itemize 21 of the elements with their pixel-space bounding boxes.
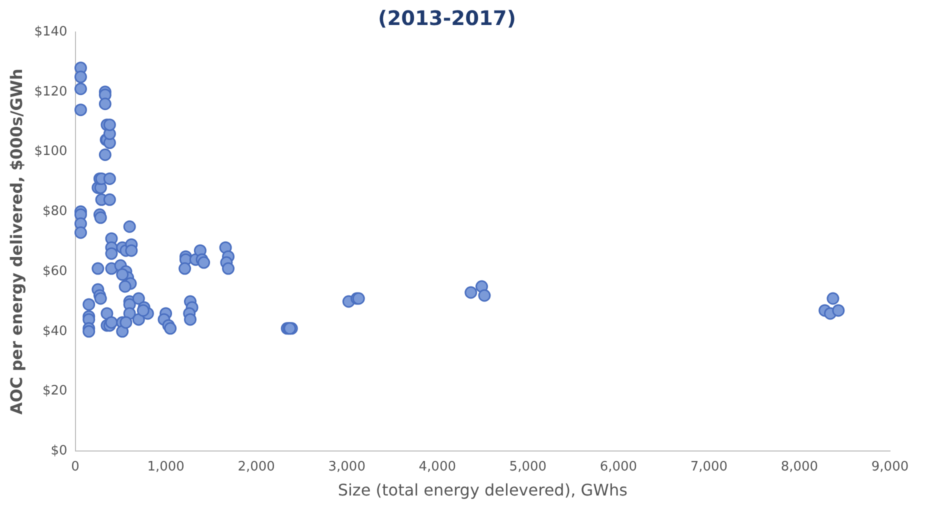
x-tick-label: 2,000 xyxy=(238,459,275,474)
x-tick-label: 4,000 xyxy=(418,459,456,474)
x-tick-label: 5,000 xyxy=(509,459,547,474)
y-axis-title: AOC per energy delivered, $000s/GWh xyxy=(6,68,26,415)
y-tick-label: $80 xyxy=(42,204,68,220)
x-tick-label: 8,000 xyxy=(780,459,818,474)
chart-title: (2013-2017) xyxy=(378,6,516,30)
y-tick-label: $120 xyxy=(34,84,68,100)
x-tick-label: 1,000 xyxy=(147,459,184,474)
y-tick-label: $40 xyxy=(42,324,68,339)
x-tick-label: 6,000 xyxy=(600,459,638,474)
x-tick-label: 3,000 xyxy=(328,459,366,474)
x-tick-label: 0 xyxy=(71,459,80,474)
y-tick-label: $60 xyxy=(42,264,68,279)
x-tick-label: 7,000 xyxy=(690,459,728,474)
y-tick-label: $0 xyxy=(50,444,68,459)
y-tick-label: $140 xyxy=(34,24,68,40)
x-tick-label: 9,000 xyxy=(871,459,909,474)
x-axis-title: Size (total energy delevered), GWhs xyxy=(338,480,628,500)
y-tick-label: $100 xyxy=(34,144,68,160)
y-tick-label: $20 xyxy=(42,384,68,399)
